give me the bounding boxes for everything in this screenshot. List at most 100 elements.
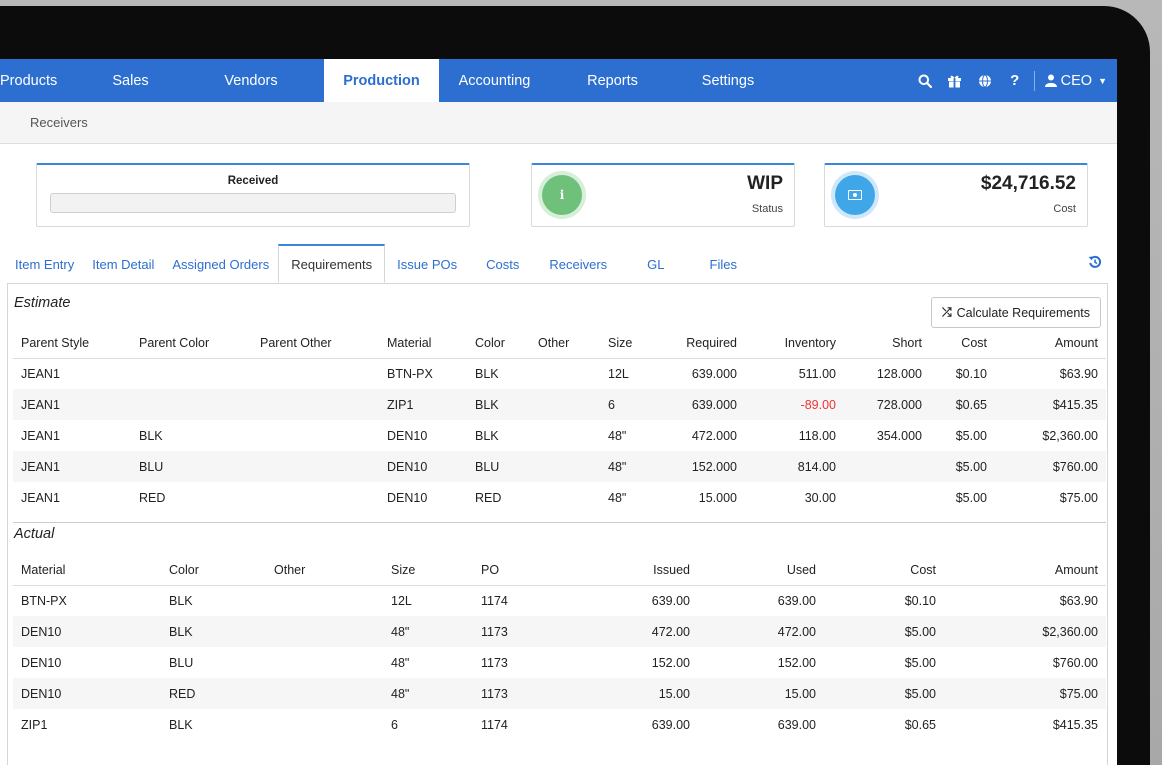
estimate-col-header[interactable]: Amount <box>995 328 1106 359</box>
top-nav: Products Sales Vendors Production Accoun… <box>0 59 1117 102</box>
table-row[interactable]: DEN10 BLU 48" 1173 152.00 152.00 $5.00 $760.00 <box>13 647 1106 678</box>
table-row[interactable]: JEAN1 BLK DEN10 BLK 48" 472.000 118.00 354.000 $… <box>13 420 1106 451</box>
shuffle-icon: ⤮ <box>941 305 952 319</box>
nav-reports[interactable]: Reports <box>587 72 638 89</box>
estimate-col-header[interactable]: Inventory <box>745 328 844 359</box>
actual-col-header[interactable]: Used <box>698 555 824 586</box>
estimate-col-header[interactable]: Parent Style <box>13 328 131 359</box>
estimate-cell <box>252 420 379 451</box>
help-icon[interactable]: ? <box>1010 72 1020 89</box>
estimate-col-header[interactable]: Short <box>844 328 930 359</box>
actual-col-header[interactable]: Size <box>383 555 473 586</box>
search-icon[interactable] <box>910 59 940 102</box>
nav-production[interactable]: Production <box>324 59 439 102</box>
item-tabs: Item Entry Item Detail Assigned Orders R… <box>0 244 1108 283</box>
tab-assigned-orders[interactable]: Assigned Orders <box>172 256 270 272</box>
actual-cell: 639.00 <box>777 717 816 732</box>
actual-cell: RED <box>161 678 266 709</box>
tab-item-entry[interactable]: Item Entry <box>15 256 75 272</box>
actual-col-header[interactable]: Material <box>13 555 161 586</box>
estimate-col-header[interactable]: Parent Other <box>252 328 379 359</box>
estimate-cell: $415.35 <box>995 389 1106 420</box>
actual-col-header[interactable]: PO <box>473 555 583 586</box>
actual-cell: 15.00 <box>698 678 824 709</box>
actual-cell: 152.00 <box>777 655 816 670</box>
actual-col-header[interactable]: Issued <box>583 555 698 586</box>
tab-issue-pos[interactable]: Issue POs <box>397 256 458 272</box>
actual-cell: 48" <box>391 655 410 670</box>
estimate-col-header[interactable]: Size <box>600 328 655 359</box>
estimate-cell: JEAN1 <box>13 389 131 420</box>
estimate-col-header[interactable]: Other <box>530 328 600 359</box>
estimate-cell <box>530 389 600 420</box>
estimate-cell: BLU <box>131 451 252 482</box>
table-row[interactable]: DEN10 BLK 48" 1173 472.00 472.00 $5.00 $2,360.0… <box>13 616 1106 647</box>
table-row[interactable]: BTN-PX BLK 12L 1174 639.00 639.00 $0.10 $63.90 <box>13 585 1106 616</box>
estimate-cell <box>530 358 600 389</box>
estimate-cell: DEN10 <box>379 451 467 482</box>
actual-cell: $2,360.00 <box>944 616 1106 647</box>
estimate-cell: $5.00 <box>930 451 995 482</box>
actual-col-header[interactable]: Other <box>266 555 383 586</box>
globe-icon[interactable] <box>970 59 1000 102</box>
actual-cell: 48" <box>383 616 473 647</box>
estimate-cell: BLK <box>475 366 499 381</box>
estimate-cell: JEAN1 <box>21 366 60 381</box>
actual-col-header[interactable]: Cost <box>824 555 944 586</box>
estimate-cell: $0.65 <box>930 389 995 420</box>
money-icon <box>835 175 875 215</box>
estimate-cell: ZIP1 <box>379 389 467 420</box>
estimate-cell: 814.00 <box>745 451 844 482</box>
history-icon[interactable] <box>1088 255 1102 273</box>
estimate-col-header[interactable]: Material <box>379 328 467 359</box>
estimate-cell: DEN10 <box>387 490 428 505</box>
actual-cell: DEN10 <box>21 655 62 670</box>
actual-cell: $5.00 <box>904 655 936 670</box>
actual-table-container: Material Color Other Size PO Issued Used Cost Am… <box>13 555 1106 765</box>
actual-table: Material Color Other Size PO Issued Used Cost Am… <box>13 555 1106 740</box>
estimate-col-header[interactable]: Required <box>655 328 745 359</box>
status-value: WIP <box>747 173 783 194</box>
actual-cell: 639.00 <box>651 717 690 732</box>
estimate-header-row: Parent Style Parent Color Parent Other Mate… <box>13 328 1106 359</box>
estimate-cell: $2,360.00 <box>1042 428 1098 443</box>
gift-icon[interactable] <box>940 59 970 102</box>
subnav-receivers-link[interactable]: Receivers <box>30 115 88 130</box>
nav-settings[interactable]: Settings <box>701 72 755 89</box>
table-row[interactable]: JEAN1 ZIP1 BLK 6 639.000 -89.00 728.000 $0.65 $4… <box>13 389 1106 420</box>
nav-vendors[interactable]: Vendors <box>224 72 278 89</box>
tab-costs[interactable]: Costs <box>486 256 520 272</box>
actual-cell: BLK <box>169 593 193 608</box>
actual-col-header[interactable]: Amount <box>944 555 1106 586</box>
estimate-cell: $75.00 <box>1059 490 1098 505</box>
actual-cell: 48" <box>383 678 473 709</box>
estimate-col-header[interactable]: Cost <box>930 328 995 359</box>
estimate-cell: $0.10 <box>955 366 987 381</box>
table-row[interactable]: JEAN1 BLU DEN10 BLU 48" 152.000 814.00 $5.00 $76… <box>13 451 1106 482</box>
table-row[interactable]: JEAN1 RED DEN10 RED 48" 15.000 30.00 $5.00 $75.0… <box>13 482 1106 513</box>
estimate-col-header[interactable]: Parent Color <box>131 328 252 359</box>
estimate-cell: 639.000 <box>655 389 745 420</box>
tab-receivers[interactable]: Receivers <box>549 256 608 272</box>
estimate-col-header[interactable]: Color <box>467 328 530 359</box>
table-row[interactable]: DEN10 RED 48" 1173 15.00 15.00 $5.00 $75.00 <box>13 678 1106 709</box>
table-row[interactable]: ZIP1 BLK 6 1174 639.00 639.00 $0.65 $415.35 <box>13 709 1106 740</box>
calculate-requirements-button[interactable]: ⤮ Calculate Requirements <box>930 297 1101 328</box>
received-title: Received <box>227 175 279 187</box>
actual-cell <box>266 616 383 647</box>
actual-cell: BTN-PX <box>21 593 67 608</box>
actual-col-header[interactable]: Color <box>161 555 266 586</box>
nav-accounting[interactable]: Accounting <box>458 72 531 89</box>
tab-requirements[interactable]: Requirements <box>278 244 386 283</box>
nav-products[interactable]: Products <box>0 72 58 89</box>
calculate-requirements-label: Calculate Requirements <box>956 305 1090 320</box>
table-row[interactable]: JEAN1 BTN-PX BLK 12L 639.000 511.00 128.000 $0.… <box>13 358 1106 389</box>
tab-item-detail[interactable]: Item Detail <box>92 256 155 272</box>
user-menu[interactable]: CEO ▼ <box>1041 73 1107 89</box>
tab-gl[interactable]: GL <box>647 256 665 272</box>
tab-files[interactable]: Files <box>709 256 737 272</box>
app-screen: Products Sales Vendors Production Accoun… <box>0 59 1117 765</box>
nav-sales[interactable]: Sales <box>112 72 149 89</box>
actual-cell: $75.00 <box>944 678 1106 709</box>
estimate-cell <box>844 451 930 482</box>
